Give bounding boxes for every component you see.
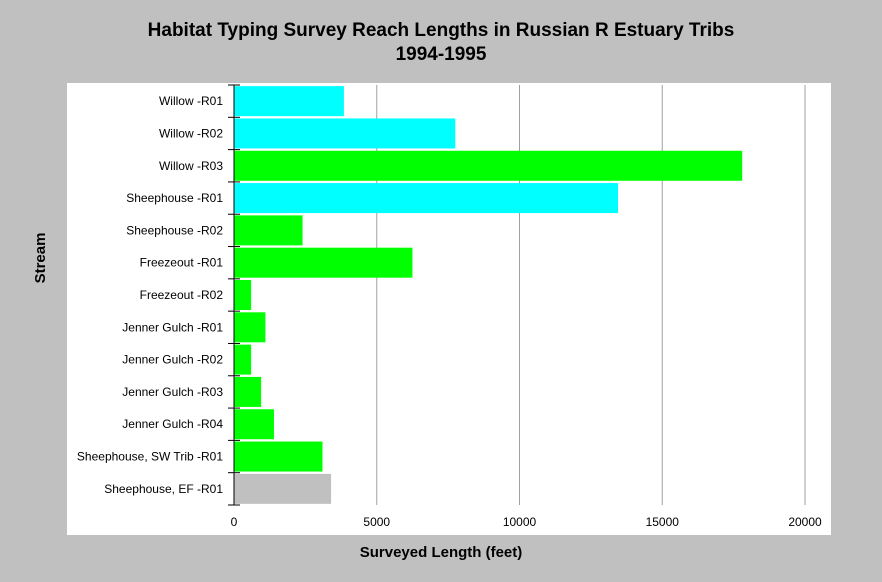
x-axis-label: Surveyed Length (feet)	[359, 544, 523, 561]
bar	[234, 441, 323, 472]
bar	[234, 409, 274, 440]
bar	[234, 280, 252, 310]
y-tick-label: Jenner Gulch -R01	[122, 320, 223, 334]
y-tick-label: Sheephouse, SW Trib -R01	[77, 450, 223, 464]
bar	[234, 183, 618, 214]
y-tick-label: Willow -R03	[159, 159, 223, 173]
bar	[234, 312, 266, 343]
x-tick-label: 20000	[788, 515, 822, 529]
y-tick-label: Freezeout -R02	[140, 288, 224, 302]
bar	[234, 344, 252, 375]
y-tick-label: Freezeout -R01	[140, 256, 224, 270]
y-tick-label: Jenner Gulch -R02	[122, 353, 223, 367]
y-tick-label: Jenner Gulch -R03	[122, 385, 223, 399]
y-tick-label: Sheephouse -R02	[126, 223, 223, 237]
chart-subtitle: 1994-1995	[395, 44, 487, 65]
y-tick-label: Jenner Gulch -R04	[122, 417, 223, 431]
bar	[234, 215, 303, 246]
chart-title: Habitat Typing Survey Reach Lengths in R…	[147, 20, 735, 41]
y-tick-label: Willow -R01	[159, 94, 223, 108]
y-tick-label: Sheephouse -R01	[126, 191, 223, 205]
bar	[234, 376, 262, 407]
bar	[234, 86, 344, 117]
x-tick-label: 5000	[363, 515, 390, 529]
x-tick-label: 0	[231, 515, 238, 529]
x-tick-label: 15000	[646, 515, 680, 529]
bar	[234, 473, 332, 504]
bar	[234, 118, 456, 149]
bar	[234, 247, 413, 278]
x-tick-label: 10000	[503, 515, 537, 529]
y-tick-label: Willow -R02	[159, 126, 223, 140]
y-tick-label: Sheephouse, EF -R01	[104, 482, 223, 496]
bar	[234, 150, 743, 181]
